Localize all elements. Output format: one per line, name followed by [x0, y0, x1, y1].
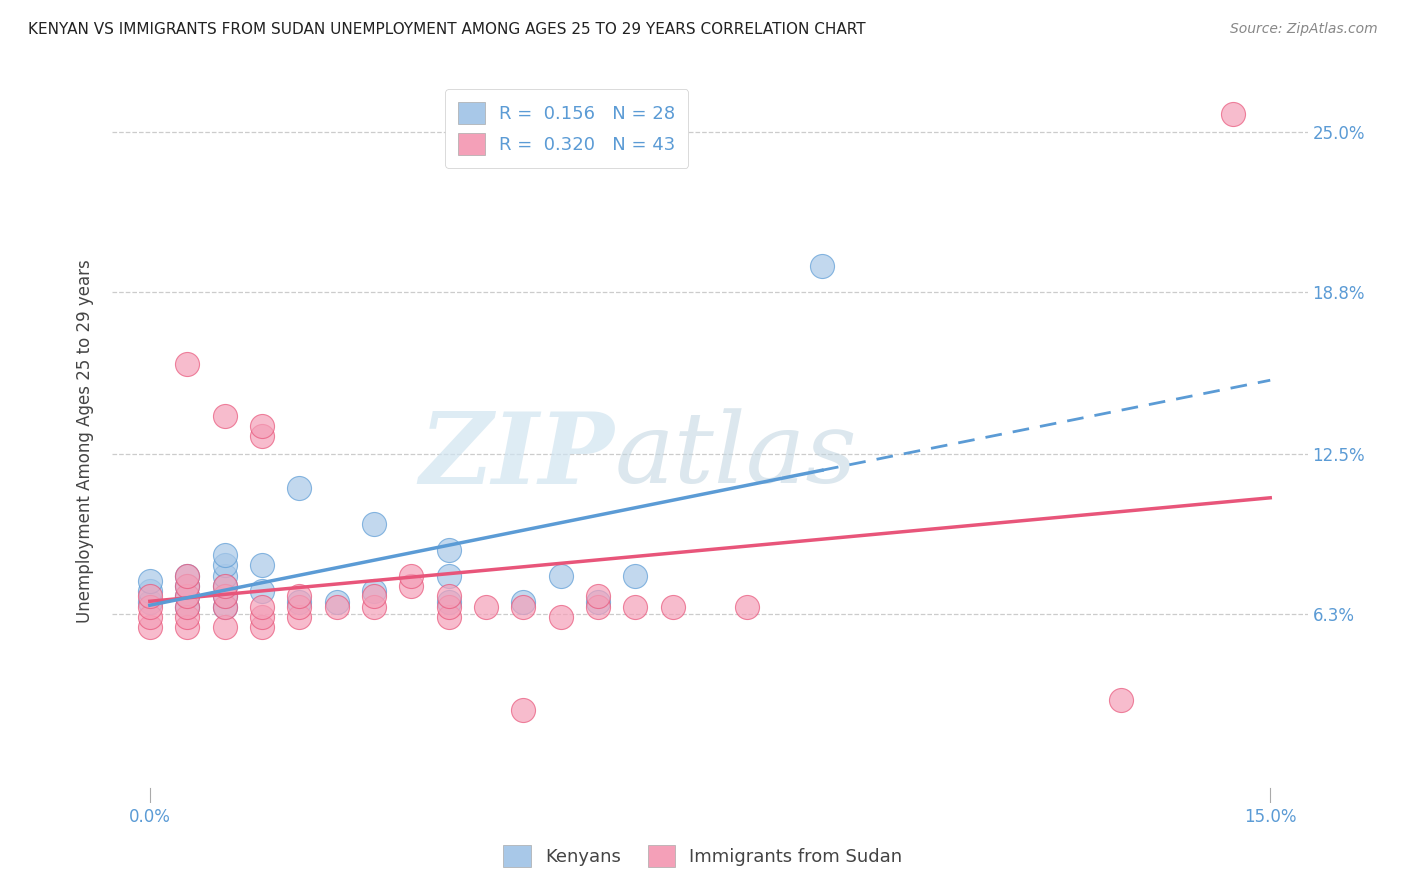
Point	[475, 599, 498, 614]
Point	[214, 558, 236, 573]
Point	[624, 599, 647, 614]
Point	[288, 610, 311, 624]
Point	[139, 574, 162, 588]
Point	[550, 568, 572, 582]
Point	[288, 590, 311, 604]
Point	[250, 429, 273, 443]
Point	[512, 703, 534, 717]
Point	[250, 610, 273, 624]
Point	[437, 599, 460, 614]
Point	[437, 594, 460, 608]
Point	[176, 568, 198, 582]
Point	[437, 568, 460, 582]
Point	[811, 259, 834, 273]
Point	[512, 599, 534, 614]
Legend: R =  0.156   N = 28, R =  0.320   N = 43: R = 0.156 N = 28, R = 0.320 N = 43	[446, 89, 688, 168]
Point	[437, 542, 460, 557]
Point	[214, 590, 236, 604]
Point	[1109, 692, 1132, 706]
Point	[214, 599, 236, 614]
Point	[139, 610, 162, 624]
Point	[139, 590, 162, 604]
Point	[288, 594, 311, 608]
Point	[437, 610, 460, 624]
Point	[214, 599, 236, 614]
Point	[176, 579, 198, 593]
Point	[176, 590, 198, 604]
Point	[139, 599, 162, 614]
Point	[176, 620, 198, 634]
Point	[586, 599, 609, 614]
Point	[586, 594, 609, 608]
Point	[176, 579, 198, 593]
Point	[214, 590, 236, 604]
Point	[624, 568, 647, 582]
Point	[214, 409, 236, 423]
Text: KENYAN VS IMMIGRANTS FROM SUDAN UNEMPLOYMENT AMONG AGES 25 TO 29 YEARS CORRELATI: KENYAN VS IMMIGRANTS FROM SUDAN UNEMPLOY…	[28, 22, 866, 37]
Point	[176, 590, 198, 604]
Legend: Kenyans, Immigrants from Sudan: Kenyans, Immigrants from Sudan	[496, 838, 910, 874]
Point	[288, 599, 311, 614]
Point	[214, 620, 236, 634]
Point	[250, 584, 273, 599]
Point	[363, 599, 385, 614]
Point	[176, 357, 198, 371]
Point	[250, 419, 273, 434]
Text: atlas: atlas	[614, 409, 858, 504]
Point	[363, 517, 385, 532]
Point	[512, 594, 534, 608]
Point	[661, 599, 683, 614]
Point	[363, 584, 385, 599]
Point	[401, 568, 423, 582]
Point	[139, 584, 162, 599]
Point	[550, 610, 572, 624]
Point	[737, 599, 759, 614]
Point	[1222, 107, 1244, 121]
Point	[176, 610, 198, 624]
Point	[139, 594, 162, 608]
Point	[250, 599, 273, 614]
Point	[176, 599, 198, 614]
Point	[250, 620, 273, 634]
Point	[214, 579, 236, 593]
Point	[214, 548, 236, 562]
Y-axis label: Unemployment Among Ages 25 to 29 years: Unemployment Among Ages 25 to 29 years	[76, 260, 94, 624]
Point	[176, 599, 198, 614]
Point	[586, 590, 609, 604]
Point	[363, 590, 385, 604]
Text: ZIP: ZIP	[419, 408, 614, 504]
Point	[214, 579, 236, 593]
Point	[139, 620, 162, 634]
Point	[250, 558, 273, 573]
Point	[437, 590, 460, 604]
Point	[325, 594, 347, 608]
Point	[214, 568, 236, 582]
Text: Source: ZipAtlas.com: Source: ZipAtlas.com	[1230, 22, 1378, 37]
Point	[325, 599, 347, 614]
Point	[288, 481, 311, 495]
Point	[401, 579, 423, 593]
Point	[176, 568, 198, 582]
